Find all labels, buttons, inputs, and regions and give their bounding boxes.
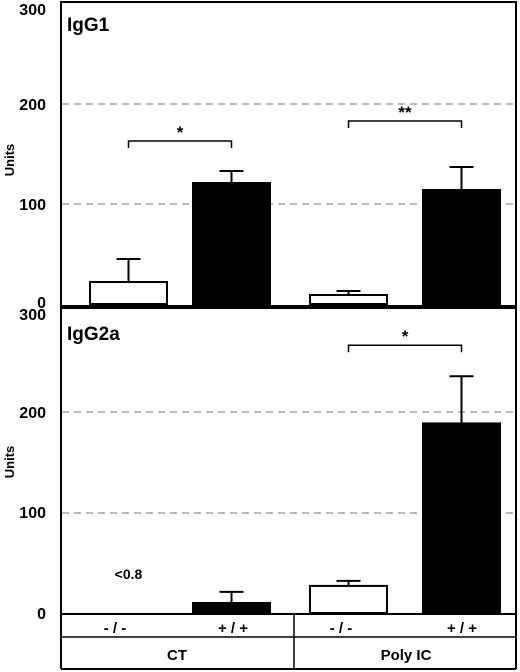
igg1-plot-frame bbox=[60, 1, 517, 307]
igg2a-ytick-300: 300 bbox=[19, 307, 46, 324]
igg2a-ytick-0: 0 bbox=[37, 606, 46, 623]
igg1-bar-4 bbox=[422, 189, 501, 305]
igg2a-plot-frame bbox=[60, 307, 517, 615]
igg2a-y-axis-label: Units bbox=[2, 446, 17, 479]
igg2a-bars-layer: <0.8 * bbox=[62, 327, 515, 615]
genotype-label-3: - / - bbox=[330, 620, 353, 637]
igg1-panel: IgG1 Units 0 100 200 300 *** bbox=[2, 1, 517, 312]
group-label-polyic: Poly IC bbox=[381, 647, 432, 664]
genotype-label-1: - / - bbox=[104, 620, 127, 637]
group-label-ct: CT bbox=[167, 647, 187, 664]
igg1-significance-bracket-1 bbox=[127, 140, 233, 148]
igg1-ytick-0: 0 bbox=[37, 295, 46, 312]
igg1-bar-1 bbox=[89, 281, 168, 305]
igg2a-bar-4 bbox=[422, 422, 501, 615]
igg2a-bar-3 bbox=[309, 584, 388, 615]
igg2a-bar-2 bbox=[192, 601, 271, 614]
genotype-label-4: + / + bbox=[447, 620, 477, 637]
igg1-bar-2 bbox=[192, 182, 271, 305]
igg1-ytick-100: 100 bbox=[19, 197, 46, 214]
igg2a-value-note-1: <0.8 bbox=[115, 566, 143, 582]
igg1-ytick-200: 200 bbox=[19, 97, 46, 114]
igg2a-y-ticks: 0 100 200 300 bbox=[19, 307, 46, 623]
igg1-significance-bracket-2 bbox=[347, 120, 463, 128]
igg2a-panel: IgG2a Units 0 100 200 300 <0.8 * bbox=[2, 307, 517, 623]
igg1-bar-3 bbox=[309, 294, 388, 305]
genotype-label-2: + / + bbox=[218, 620, 248, 637]
igg1-significance-label-1: * bbox=[177, 123, 184, 142]
igg2a-panel-label: IgG2a bbox=[67, 324, 120, 345]
igg2a-ytick-100: 100 bbox=[19, 505, 46, 522]
igg1-y-axis-label: Units bbox=[2, 144, 17, 177]
igg1-ytick-300: 300 bbox=[19, 2, 46, 19]
igg1-bars-layer: *** bbox=[62, 103, 515, 305]
igg2a-ytick-200: 200 bbox=[19, 405, 46, 422]
igg1-significance-label-2: ** bbox=[398, 103, 412, 122]
category-table: - / - + / + - / - + / + CT Poly IC bbox=[60, 614, 517, 670]
igg1-y-ticks: 0 100 200 300 bbox=[19, 2, 46, 312]
igg1-panel-label: IgG1 bbox=[67, 15, 110, 36]
igg2a-significance-bracket-1 bbox=[347, 344, 463, 353]
igg2a-significance-label-1: * bbox=[402, 327, 409, 346]
